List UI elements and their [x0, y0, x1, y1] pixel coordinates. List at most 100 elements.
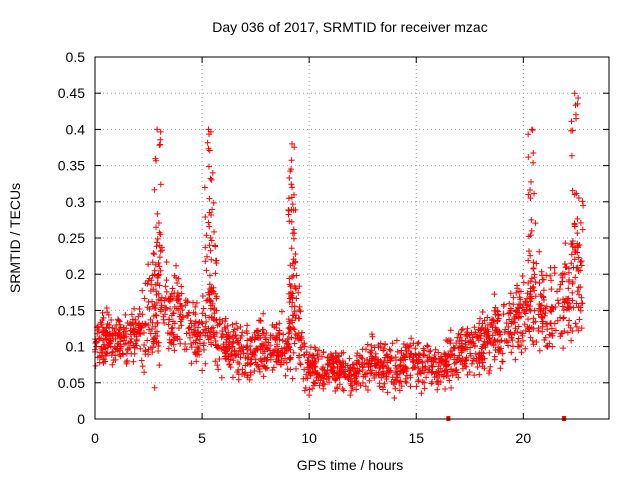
data-point — [267, 356, 274, 363]
data-point — [492, 304, 499, 311]
data-point — [205, 219, 212, 226]
data-point — [359, 367, 366, 374]
data-point — [259, 343, 266, 350]
data-point — [111, 329, 118, 336]
data-point — [503, 320, 510, 327]
data-point — [510, 294, 517, 301]
data-point — [202, 213, 209, 220]
data-point — [479, 343, 486, 350]
data-point — [194, 344, 201, 351]
data-point — [297, 308, 304, 315]
data-point — [457, 358, 464, 365]
data-point — [487, 339, 494, 346]
data-point — [190, 339, 197, 346]
data-point — [453, 359, 460, 366]
data-point — [157, 248, 164, 255]
data-point — [173, 293, 180, 300]
data-point — [149, 272, 156, 279]
data-point — [199, 310, 206, 317]
data-point — [291, 265, 298, 272]
data-point — [215, 345, 222, 352]
data-point — [440, 373, 447, 380]
data-point — [526, 294, 533, 301]
data-point — [531, 287, 538, 294]
data-point — [480, 350, 487, 357]
data-point — [557, 314, 564, 321]
data-point — [359, 355, 366, 362]
data-point — [527, 288, 534, 295]
data-point — [530, 283, 537, 290]
data-point — [289, 274, 296, 281]
data-point — [157, 306, 164, 313]
data-point — [474, 363, 481, 370]
data-point — [175, 275, 182, 282]
data-point — [487, 363, 494, 370]
data-point — [348, 387, 355, 394]
data-point — [286, 299, 293, 306]
data-point — [467, 344, 474, 351]
data-point — [154, 332, 161, 339]
data-point — [572, 248, 579, 255]
data-point — [163, 288, 170, 295]
data-point — [287, 366, 294, 373]
data-point — [292, 206, 299, 213]
data-point — [199, 320, 206, 327]
data-point — [484, 339, 491, 346]
data-point — [93, 343, 100, 350]
data-point — [575, 284, 582, 291]
data-point — [103, 336, 110, 343]
data-point — [375, 344, 382, 351]
data-point — [486, 349, 493, 356]
data-point — [566, 317, 573, 324]
data-point — [210, 199, 217, 206]
data-point — [162, 283, 169, 290]
data-point — [475, 334, 482, 341]
data-point — [464, 371, 471, 378]
data-point — [286, 324, 293, 331]
data-point — [123, 360, 130, 367]
data-point — [565, 285, 572, 292]
data-point — [135, 313, 142, 320]
data-point — [381, 358, 388, 365]
data-point — [533, 339, 540, 346]
data-point — [247, 343, 254, 350]
data-point — [463, 363, 470, 370]
data-point — [310, 379, 317, 386]
data-point — [150, 334, 157, 341]
data-point — [183, 346, 190, 353]
data-point — [286, 275, 293, 282]
data-point — [379, 386, 386, 393]
data-point — [336, 353, 343, 360]
data-point — [478, 325, 485, 332]
data-point — [166, 298, 173, 305]
data-point — [432, 370, 439, 377]
data-point — [285, 316, 292, 323]
data-point — [387, 368, 394, 375]
data-point — [136, 306, 143, 313]
data-point — [339, 363, 346, 370]
data-point — [196, 336, 203, 343]
data-point — [168, 290, 175, 297]
data-point — [573, 300, 580, 307]
data-point — [497, 365, 504, 372]
data-point — [242, 354, 249, 361]
data-point — [210, 284, 217, 291]
data-point — [207, 247, 214, 254]
data-point — [406, 344, 413, 351]
data-point — [566, 276, 573, 283]
data-point — [364, 341, 371, 348]
data-point — [211, 242, 218, 249]
data-point — [442, 386, 449, 392]
data-point — [562, 240, 569, 247]
data-point — [122, 311, 129, 318]
data-point — [156, 229, 163, 236]
data-point — [286, 174, 293, 181]
data-point — [407, 383, 414, 390]
data-point — [154, 274, 161, 281]
data-point — [573, 323, 580, 330]
data-point — [471, 342, 478, 349]
data-point — [514, 304, 521, 311]
data-point — [254, 361, 261, 368]
data-point — [128, 321, 135, 328]
data-point — [540, 318, 547, 325]
